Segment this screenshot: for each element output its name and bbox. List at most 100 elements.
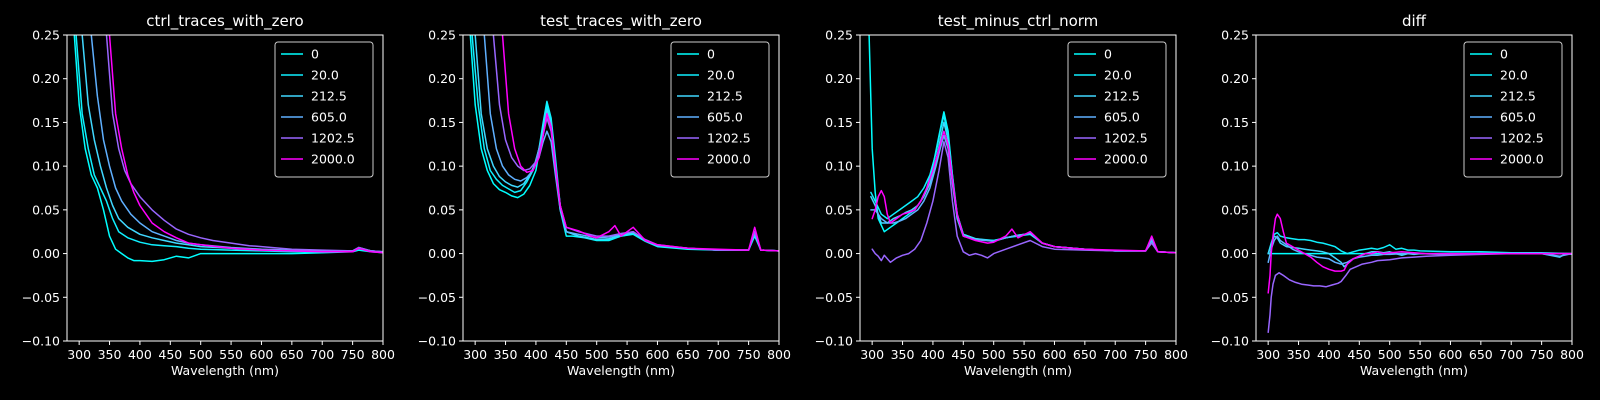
x-tick-label: 450	[158, 347, 182, 362]
series-line-4	[871, 140, 1176, 264]
x-tick-label: 750	[737, 347, 761, 362]
legend-label: 605.0	[1104, 110, 1140, 125]
y-tick-label: 0.00	[1221, 246, 1249, 261]
plot-frame	[1255, 34, 1573, 342]
x-tick-label: 300	[463, 347, 487, 362]
chart-title: test_minus_ctrl_norm	[938, 12, 1099, 31]
legend-label: 1202.5	[1500, 131, 1544, 146]
legend-label: 1202.5	[1104, 131, 1148, 146]
y-tick-label: −0.10	[418, 334, 456, 349]
x-tick-label: 750	[341, 347, 365, 362]
x-tick-label: 400	[921, 347, 945, 362]
y-tick-label: 0.05	[32, 202, 60, 217]
x-tick-label: 550	[615, 347, 639, 362]
plot-frame	[66, 34, 384, 342]
series-line-3	[1267, 235, 1572, 265]
legend-label: 2000.0	[707, 152, 751, 167]
legend: 0 20.0 212.5 605.0 1202.5 2000.0	[1463, 41, 1563, 178]
x-tick-label: 350	[494, 347, 518, 362]
x-tick-label: 400	[128, 347, 152, 362]
x-axis-label: Wavelength (nm)	[171, 363, 279, 378]
x-tick-label: 700	[1499, 347, 1523, 362]
y-tick-label: −0.05	[815, 290, 853, 305]
subplot-diff: diff 300 350 400 450 500 550 600 650 700 750 800 −0.…	[1211, 12, 1584, 378]
y-tick-label: −0.05	[22, 290, 60, 305]
x-tick-label: 800	[1164, 347, 1188, 362]
x-tick-label: 600	[1043, 347, 1067, 362]
legend-label: 0	[707, 47, 715, 62]
series-line-0	[73, 35, 383, 263]
series-line-5	[501, 35, 779, 252]
x-axis-label: Wavelength (nm)	[1360, 363, 1468, 378]
chart-title: test_traces_with_zero	[540, 12, 702, 31]
legend-label: 605.0	[707, 110, 743, 125]
y-tick-label: −0.10	[22, 334, 60, 349]
x-tick-label: 700	[1103, 347, 1127, 362]
x-tick-label: 750	[1530, 347, 1554, 362]
x-tick-label: 800	[1560, 347, 1584, 362]
legend-label: 212.5	[1500, 89, 1536, 104]
series-line-5	[871, 130, 1176, 254]
y-tick-label: 0.10	[428, 159, 456, 174]
y-tick-label: −0.10	[815, 334, 853, 349]
legend-label: 605.0	[311, 110, 347, 125]
y-tick-label: 0.20	[825, 71, 853, 86]
y-tick-label: 0.15	[428, 115, 456, 130]
x-tick-label: 450	[951, 347, 975, 362]
x-tick-label: 600	[250, 347, 274, 362]
x-tick-label: 650	[1073, 347, 1097, 362]
x-tick-label: 500	[1378, 347, 1402, 362]
legend-label: 212.5	[1104, 89, 1140, 104]
legend-label: 1202.5	[311, 131, 355, 146]
y-tick-label: 0.25	[1221, 28, 1249, 43]
x-tick-label: 700	[310, 347, 334, 362]
x-tick-label: 500	[982, 347, 1006, 362]
y-tick-label: 0.05	[428, 202, 456, 217]
x-tick-label: 800	[371, 347, 395, 362]
series-group	[469, 35, 779, 252]
y-tick-label: 0.25	[825, 28, 853, 43]
y-tick-label: −0.05	[1211, 290, 1249, 305]
x-tick-label: 450	[554, 347, 578, 362]
legend-label: 212.5	[311, 89, 347, 104]
y-tick-label: 0.05	[825, 202, 853, 217]
y-tick-label: 0.10	[825, 159, 853, 174]
x-tick-label: 450	[1347, 347, 1371, 362]
legend-label: 605.0	[1500, 110, 1536, 125]
y-tick-label: 0.00	[32, 246, 60, 261]
legend-label: 1202.5	[707, 131, 751, 146]
x-tick-label: 500	[585, 347, 609, 362]
x-tick-label: 400	[1317, 347, 1341, 362]
x-tick-label: 600	[646, 347, 670, 362]
y-tick-label: 0.20	[32, 71, 60, 86]
x-tick-label: 550	[219, 347, 243, 362]
legend-label: 0	[1104, 47, 1112, 62]
plot-frame	[859, 34, 1177, 342]
x-tick-label: 550	[1012, 347, 1036, 362]
x-tick-label: 750	[1134, 347, 1158, 362]
x-tick-label: 500	[189, 347, 213, 362]
series-group	[1267, 213, 1572, 334]
y-tick-label: 0.20	[1221, 71, 1249, 86]
x-tick-label: 550	[1408, 347, 1432, 362]
x-tick-label: 300	[1256, 347, 1280, 362]
legend-label: 212.5	[707, 89, 743, 104]
series-line-1	[1267, 231, 1572, 255]
subplot-test-traces: test_traces_with_zero 300 350 400 450 500 550 6…	[418, 12, 791, 378]
x-axis-label: Wavelength (nm)	[567, 363, 675, 378]
x-tick-label: 350	[98, 347, 122, 362]
y-tick-label: 0.15	[825, 115, 853, 130]
x-tick-label: 300	[67, 347, 91, 362]
series-line-5	[1267, 213, 1572, 294]
x-tick-label: 350	[891, 347, 915, 362]
legend-label: 2000.0	[1500, 152, 1544, 167]
x-tick-label: 700	[706, 347, 730, 362]
chart-title: ctrl_traces_with_zero	[146, 12, 303, 31]
legend-label: 2000.0	[1104, 152, 1148, 167]
legend-label: 20.0	[1104, 68, 1132, 83]
legend-label: 0	[1500, 47, 1508, 62]
x-tick-label: 650	[676, 347, 700, 362]
y-tick-label: 0.05	[1221, 202, 1249, 217]
chart-title: diff	[1402, 12, 1427, 30]
legend-label: 0	[311, 47, 319, 62]
